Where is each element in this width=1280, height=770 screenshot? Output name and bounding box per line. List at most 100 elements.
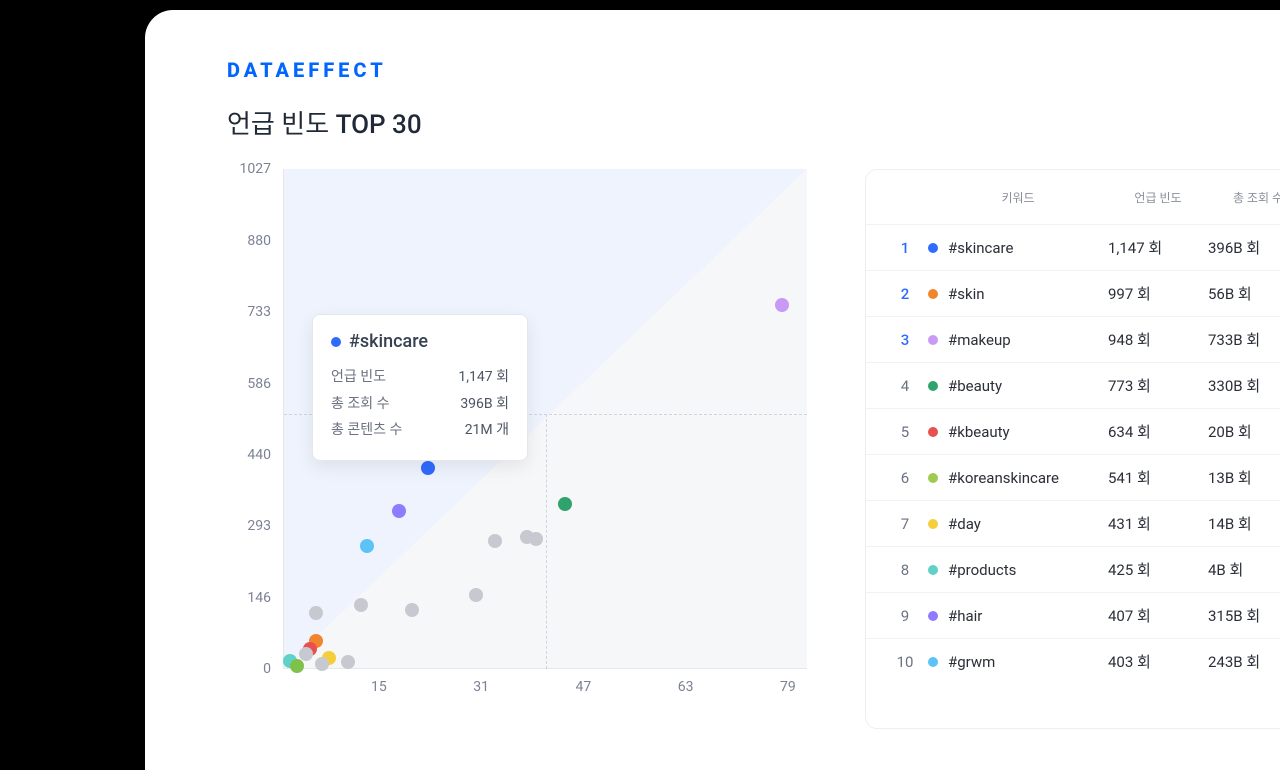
table-cell-freq: 1,147 회 <box>1108 237 1208 258</box>
keyword-dot-icon <box>928 243 938 253</box>
scatter-point[interactable] <box>341 655 355 669</box>
table-cell-freq: 948 회 <box>1108 329 1208 350</box>
table-cell-keyword: #skincare <box>928 239 1108 257</box>
scatter-point[interactable] <box>299 647 313 661</box>
x-tick-label: 31 <box>473 679 489 695</box>
table-row[interactable]: 7#day431 회14B 회 <box>866 500 1280 546</box>
keyword-text: #beauty <box>948 377 1002 395</box>
scatter-point[interactable] <box>421 461 435 475</box>
table-row[interactable]: 10 #grwm 403 회243B 회 <box>866 638 1280 684</box>
table-cell-keyword: #day <box>928 515 1108 533</box>
scatter-point[interactable] <box>529 532 543 546</box>
table-row[interactable]: 1#skincare1,147 회396B 회 <box>866 224 1280 270</box>
table-row[interactable]: 4 #beauty 773 회330B 회 <box>866 362 1280 408</box>
y-tick-label: 0 <box>227 661 271 677</box>
y-tick-label: 440 <box>227 447 271 463</box>
tooltip-dot-icon <box>331 337 341 347</box>
table-header-freq: 언급 빈도 <box>1108 189 1208 206</box>
y-axis-ticks: 01462934405867338801027 <box>227 169 271 669</box>
y-tick-label: 293 <box>227 518 271 534</box>
keyword-dot-icon <box>928 519 938 529</box>
table-cell-freq: 425 회 <box>1108 559 1208 580</box>
table-cell-views: 56B 회 <box>1208 283 1280 304</box>
table-cell-views: 733B 회 <box>1208 329 1280 350</box>
tooltip-row: 언급 빈도 1,147 회 <box>331 364 509 391</box>
tooltip-row: 총 콘텐츠 수 21M 개 <box>331 417 509 444</box>
table-cell-views: 14B 회 <box>1208 513 1280 534</box>
scatter-point[interactable] <box>290 659 304 673</box>
tooltip-row-value: 396B 회 <box>460 391 509 418</box>
table-cell-keyword: #kbeauty <box>928 423 1108 441</box>
table-cell-views: 243B 회 <box>1208 651 1280 672</box>
table-cell-rank: 5 <box>882 423 928 441</box>
tooltip-row-value: 1,147 회 <box>458 364 509 391</box>
keyword-dot-icon <box>928 565 938 575</box>
table-cell-keyword: #beauty <box>928 377 1108 395</box>
dashboard-card: DATAEFFECT 언급 빈도 TOP 30 0146293440586733… <box>145 10 1280 770</box>
table-row[interactable]: 2 #skin 997 회56B 회 <box>866 270 1280 316</box>
keyword-dot-icon <box>928 427 938 437</box>
scatter-point[interactable] <box>354 598 368 612</box>
x-axis-ticks: 1531476379 <box>283 679 807 703</box>
table-cell-freq: 997 회 <box>1108 283 1208 304</box>
table-row[interactable]: 5#kbeauty634 회20B 회 <box>866 408 1280 454</box>
table-cell-keyword: #makeup <box>928 331 1108 349</box>
keyword-text: #day <box>948 515 981 533</box>
tooltip-row-label: 총 조회 수 <box>331 391 389 418</box>
table-header-row: 키워드 언급 빈도 총 조회 수 <box>866 170 1280 224</box>
keyword-table: 키워드 언급 빈도 총 조회 수 1#skincare1,147 회396B 회… <box>865 169 1280 729</box>
keyword-text: #kbeauty <box>948 423 1010 441</box>
chart-tooltip: #skincare 언급 빈도1,147 회총 조회 수396B 회총 콘텐츠 … <box>312 314 528 461</box>
table-cell-views: 330B 회 <box>1208 375 1280 396</box>
table-cell-freq: 773 회 <box>1108 375 1208 396</box>
tooltip-header: #skincare <box>331 331 509 352</box>
keyword-dot-icon <box>928 611 938 621</box>
keyword-dot-icon <box>928 289 938 299</box>
table-cell-rank: 4 <box>882 377 928 395</box>
table-row[interactable]: 6#koreanskincare541 회13B 회 <box>866 454 1280 500</box>
table-cell-rank: 7 <box>882 515 928 533</box>
keyword-text: #hair <box>948 607 982 625</box>
table-cell-rank: 10 <box>882 653 928 671</box>
table-cell-keyword: #koreanskincare <box>928 469 1108 487</box>
keyword-dot-icon <box>928 657 938 667</box>
table-cell-keyword: #grwm <box>928 653 1108 671</box>
scatter-point[interactable] <box>405 603 419 617</box>
x-tick-label: 63 <box>678 679 694 695</box>
content-row: 01462934405867338801027 1531476379 #skin… <box>227 169 1280 729</box>
scatter-point[interactable] <box>309 606 323 620</box>
table-cell-rank: 9 <box>882 607 928 625</box>
tooltip-row-label: 언급 빈도 <box>331 364 386 391</box>
table-row[interactable]: 9#hair407 회315B 회 <box>866 592 1280 638</box>
keyword-text: #skin <box>948 285 985 303</box>
scatter-point[interactable] <box>315 657 329 671</box>
keyword-dot-icon <box>928 335 938 345</box>
tooltip-row-value: 21M 개 <box>465 417 509 444</box>
keyword-text: #grwm <box>948 653 995 671</box>
scatter-point[interactable] <box>392 504 406 518</box>
table-row[interactable]: 8#products425 회4B 회 <box>866 546 1280 592</box>
scatter-point[interactable] <box>469 588 483 602</box>
table-cell-views: 20B 회 <box>1208 421 1280 442</box>
tooltip-row: 총 조회 수 396B 회 <box>331 391 509 418</box>
scatter-point[interactable] <box>488 534 502 548</box>
scatter-point[interactable] <box>558 497 572 511</box>
table-cell-freq: 403 회 <box>1108 651 1208 672</box>
keyword-text: #koreanskincare <box>948 469 1059 487</box>
tooltip-row-label: 총 콘텐츠 수 <box>331 417 402 444</box>
table-cell-keyword: #hair <box>928 607 1108 625</box>
table-cell-rank: 2 <box>882 285 928 303</box>
brand-logo: DATAEFFECT <box>227 58 1280 82</box>
table-header-keyword: 키워드 <box>928 189 1108 206</box>
keyword-dot-icon <box>928 473 938 483</box>
table-cell-rank: 1 <box>882 239 928 257</box>
y-tick-label: 1027 <box>227 161 271 177</box>
x-tick-label: 15 <box>371 679 387 695</box>
table-row[interactable]: 3#makeup948 회733B 회 <box>866 316 1280 362</box>
scatter-point[interactable] <box>360 539 374 553</box>
x-tick-label: 47 <box>575 679 591 695</box>
table-cell-freq: 541 회 <box>1108 467 1208 488</box>
table-cell-rank: 6 <box>882 469 928 487</box>
y-tick-label: 146 <box>227 590 271 606</box>
scatter-point[interactable] <box>775 298 789 312</box>
